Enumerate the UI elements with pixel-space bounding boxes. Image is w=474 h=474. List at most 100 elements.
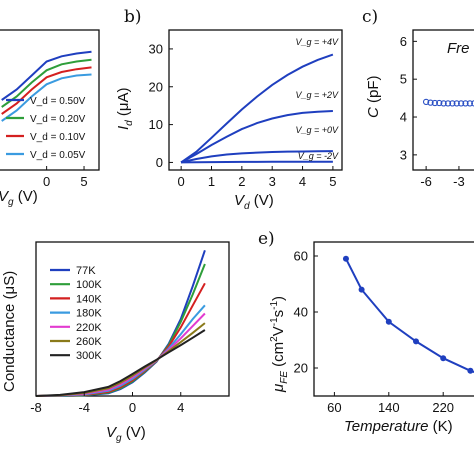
- panel-d-ticks: -8 -4 0 4: [30, 392, 184, 415]
- panel-d-legend: 77K 100K 140K 180K 220K 260K 300K: [50, 265, 102, 362]
- panel-a-xlabel: Vg (V): [0, 188, 38, 208]
- panel-c: c) -6 -3 3 4 5 6 Fre C (pF): [362, 7, 474, 189]
- panel-b-label: b): [124, 7, 142, 27]
- series-line-b-1: [180, 110, 333, 164]
- x-tick-label: 5: [80, 174, 87, 189]
- data-point-c: [436, 99, 443, 107]
- y-tick-label: 0: [156, 155, 163, 170]
- panel-e-ylabel: μFE (cm2V-1s-1): [269, 296, 290, 393]
- panel-b-series: V_g = +4V V_g = +2V V_g = +0V V_g = -2V: [180, 37, 339, 164]
- panel-d-series: [35, 249, 206, 397]
- x-tick-label: 0: [129, 400, 136, 415]
- panel-c-frame: [412, 29, 474, 171]
- legend-label: 300K: [76, 350, 102, 362]
- legend-label: 140K: [76, 293, 102, 305]
- panel-c-ylabel: C (pF): [365, 75, 382, 118]
- series-annotation: V_g = +2V: [295, 90, 339, 100]
- data-point-c: [457, 100, 465, 107]
- legend-label: 77K: [76, 265, 96, 277]
- panel-a-series: [1, 50, 92, 122]
- series-annotation: V_g = +0V: [295, 125, 339, 135]
- panel-b: b) V_g = +4VV_g = +2VV_g = +0VV_g = -2V …: [115, 7, 343, 212]
- series-line-b-3: [181, 160, 333, 164]
- panel-e-label: e): [258, 229, 275, 249]
- x-tick-label: -8: [30, 400, 42, 415]
- y-tick-label: 5: [400, 72, 407, 87]
- x-tick-label: 5: [329, 174, 336, 189]
- series-line-d-6: [35, 329, 206, 397]
- data-point-e-4: [440, 355, 447, 362]
- legend-label: 220K: [76, 322, 102, 334]
- panel-e-series: [342, 255, 474, 374]
- legend-label: 100K: [76, 279, 102, 291]
- series-line-a-1: [1, 58, 92, 108]
- x-tick-label: 4: [299, 174, 306, 189]
- panel-d: Conductance (μS) 77K 100K 140K 180K 220K 260K…: [1, 241, 230, 444]
- y-tick-label: 10: [149, 117, 163, 132]
- legend-label: 180K: [76, 308, 102, 320]
- panel-a-legend: V_d = 0.50V V_d = 0.20V V_d = 0.10V V_d = 0…: [6, 96, 86, 161]
- panel-a-frame: [0, 29, 100, 171]
- panel-e-xlabel: Temperature (K): [344, 418, 453, 435]
- panel-e-frame: [313, 241, 474, 397]
- data-point-c: [440, 100, 447, 107]
- x-tick-label: 4: [177, 400, 184, 415]
- data-point-e-1: [358, 286, 365, 293]
- y-tick-label: 30: [149, 41, 163, 56]
- series-line-a-0: [1, 50, 92, 101]
- x-tick-label: -6: [420, 174, 432, 189]
- data-point-c: [422, 98, 430, 106]
- y-tick-label: 20: [294, 361, 308, 376]
- y-tick-label: 6: [400, 34, 407, 49]
- series-annotation: V_g = -2V: [298, 151, 339, 161]
- x-tick-label: 2: [238, 174, 245, 189]
- panel-c-ticks: -6 -3 3 4 5 6: [400, 34, 465, 189]
- data-point-c: [427, 99, 434, 106]
- panel-c-label: c): [362, 7, 378, 27]
- x-tick-label: 220: [432, 400, 454, 415]
- panel-b-ylabel: Id (μA): [115, 87, 135, 130]
- legend-label: V_d = 0.50V: [30, 96, 86, 107]
- x-tick-label: 60: [327, 400, 341, 415]
- x-tick-label: -3: [453, 174, 465, 189]
- x-tick-label: 140: [378, 400, 400, 415]
- y-tick-label: 60: [294, 249, 308, 264]
- x-tick-label: -4: [78, 400, 90, 415]
- series-line-b-0: [180, 53, 334, 164]
- legend-label: V_d = 0.10V: [30, 132, 86, 143]
- y-tick-label: 3: [400, 147, 407, 162]
- series-line-b-2: [180, 150, 333, 164]
- x-tick-label: 0: [43, 174, 50, 189]
- panel-c-annotation: Fre: [447, 40, 470, 57]
- panel-e-ticks: 60 140 220 20 40 60: [294, 249, 455, 416]
- legend-label: 260K: [76, 336, 102, 348]
- panel-a: V_d = 0.50V V_d = 0.20V V_d = 0.10V V_d = 0…: [0, 29, 100, 208]
- data-point-c: [466, 100, 474, 107]
- y-tick-label: 4: [400, 110, 407, 125]
- data-point-c: [453, 100, 460, 107]
- x-tick-label: 1: [208, 174, 215, 189]
- data-point-e-3: [413, 338, 419, 345]
- data-point-c: [449, 100, 456, 107]
- series-annotation: V_g = +4V: [295, 37, 339, 47]
- panel-e: e) 60 140 220 20 40 60 Temperature (K) μFE (c…: [258, 229, 474, 435]
- data-point-c: [471, 100, 474, 107]
- data-point-e-0: [342, 255, 349, 262]
- data-point-e-2: [385, 318, 392, 325]
- data-point-c: [431, 99, 439, 107]
- panel-b-ticks: 0 1 2 3 4 5 0 10 20 30: [149, 41, 337, 189]
- legend-label: V_d = 0.20V: [30, 114, 86, 125]
- panel-c-points: [422, 98, 474, 107]
- series-line-a-2: [1, 66, 92, 115]
- data-point-e-5: [467, 367, 474, 374]
- legend-label: V_d = 0.05V: [30, 150, 86, 161]
- panel-b-xlabel: Vd (V): [234, 192, 274, 212]
- data-point-c: [462, 100, 469, 107]
- x-tick-label: 3: [269, 174, 276, 189]
- series-line-a-3: [1, 73, 92, 122]
- data-point-c: [444, 100, 452, 107]
- series-line-e-0: [345, 258, 474, 373]
- y-tick-label: 20: [149, 79, 163, 94]
